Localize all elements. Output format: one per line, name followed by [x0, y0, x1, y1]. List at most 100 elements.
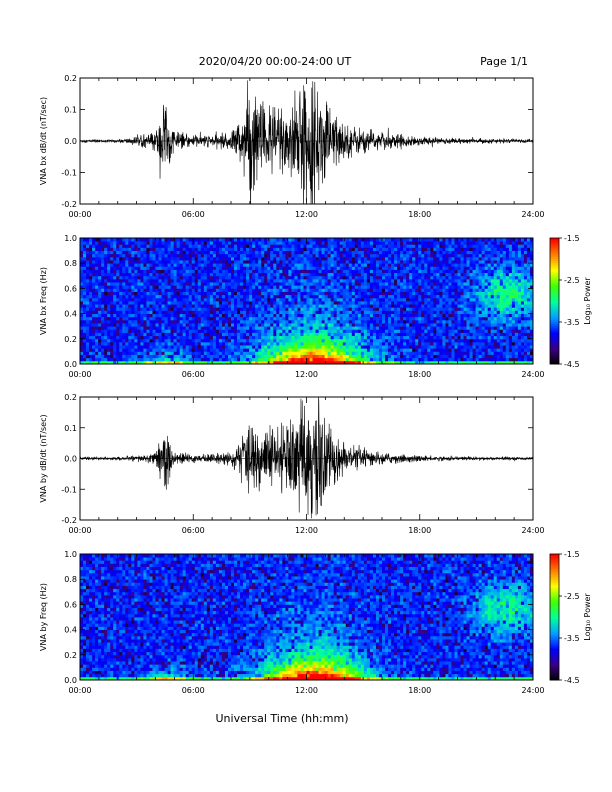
spectrogram-cell	[215, 238, 220, 242]
spectrogram-cell	[221, 241, 226, 245]
spectrogram-cell	[427, 266, 431, 270]
spectrogram-cell	[291, 272, 295, 277]
spectrogram-cell	[360, 310, 365, 314]
spectrogram-cell	[415, 269, 419, 274]
spectrogram-cell	[227, 278, 232, 283]
spectrogram-cell	[415, 294, 419, 299]
spectrogram-cell	[448, 282, 452, 286]
spectrogram-cell	[345, 357, 350, 362]
spectrogram-cell	[439, 319, 443, 324]
spectrogram-cell	[86, 304, 90, 308]
spectrogram-cell	[267, 345, 271, 349]
spectrogram-cell	[324, 266, 329, 270]
spectrogram-cell	[300, 297, 304, 302]
spectrogram-cell	[173, 238, 178, 242]
spectrogram-cell	[206, 335, 211, 340]
spectrogram-cell	[357, 291, 362, 296]
spectrogram-cell	[403, 241, 407, 245]
spectrogram-cell	[176, 247, 181, 251]
spectrogram-cell	[297, 253, 301, 258]
spectrogram-cell	[427, 307, 431, 311]
spectrogram-cell	[227, 238, 232, 242]
spectrogram-cell	[297, 285, 301, 289]
spectrogram-cell	[200, 275, 205, 280]
spectrogram-cell	[345, 301, 350, 305]
spectrogram-cell	[394, 288, 398, 292]
spectrogram-cell	[176, 294, 181, 299]
spectrogram-cell	[300, 323, 304, 327]
spectrogram-cell	[394, 354, 398, 359]
spectrogram-cell	[427, 341, 431, 346]
spectrogram-cell	[439, 326, 443, 330]
spectrogram-cell	[433, 288, 437, 292]
spectrogram-cell	[209, 313, 214, 318]
spectrogram-cell	[212, 297, 217, 302]
spectrogram-cell	[155, 319, 159, 324]
spectrogram-cell	[360, 351, 365, 355]
spectrogram-cell	[140, 291, 144, 296]
spectrogram-cell	[209, 263, 214, 267]
spectrogram-cell	[366, 335, 371, 340]
spectrogram-cell	[224, 260, 229, 264]
spectrogram-cell	[333, 244, 338, 248]
spectrogram-cell	[403, 291, 407, 296]
spectrogram-cell	[285, 272, 289, 277]
spectrogram-cell	[424, 310, 428, 314]
spectrogram-cell	[224, 348, 229, 352]
spectrogram-cell	[327, 291, 332, 296]
spectrogram-cell	[212, 256, 217, 261]
spectrogram-cell	[363, 301, 368, 305]
spectrogram-cell	[363, 310, 368, 314]
spectrogram-cell	[279, 291, 283, 296]
spectrogram-cell	[312, 241, 316, 245]
spectrogram-cell	[143, 307, 147, 311]
spectrogram-cell	[336, 357, 341, 362]
spectrogram-cell	[155, 351, 159, 355]
spectrogram-cell	[185, 247, 190, 251]
spectrogram-cell	[363, 250, 368, 255]
spectrogram-cell	[206, 250, 211, 255]
spectrogram-cell	[128, 332, 132, 337]
spectrogram-cell	[354, 360, 359, 365]
spectrogram-cell	[357, 282, 362, 286]
spectrogram-cell	[439, 351, 443, 355]
spectrogram-cell	[312, 326, 316, 330]
spectrogram-cell	[375, 332, 380, 337]
spectrogram-cell	[430, 260, 434, 264]
spectrogram-cell	[318, 345, 322, 349]
spectrogram-cell	[372, 297, 377, 302]
spectrogram-cell	[164, 278, 168, 283]
spectrogram-cell	[80, 351, 84, 355]
spectrogram-cell	[418, 260, 422, 264]
spectrogram-cell	[98, 301, 102, 305]
spectrogram-cell	[406, 323, 410, 327]
spectrogram-cell	[164, 351, 168, 355]
spectrogram-cell	[309, 297, 313, 302]
spectrogram-cell	[206, 348, 211, 352]
spectrogram-cell	[324, 354, 329, 359]
spectrogram-cell	[188, 260, 193, 264]
spectrogram-cell	[394, 241, 398, 245]
spectrogram-cell	[134, 278, 138, 283]
spectrogram-cell	[128, 297, 132, 302]
spectrogram-cell	[372, 272, 377, 277]
spectrogram-cell	[273, 247, 277, 251]
spectrogram-cell	[125, 244, 129, 248]
spectrogram-cell	[336, 247, 341, 251]
spectrogram-cell	[285, 310, 289, 314]
spectrogram-cell	[194, 263, 199, 267]
spectrogram-cell	[345, 238, 350, 242]
spectrogram-cell	[300, 345, 304, 349]
spectrogram-cell	[212, 247, 217, 251]
spectrogram-cell	[288, 278, 292, 283]
spectrogram-cell	[161, 351, 165, 355]
spectrogram-cell	[427, 244, 431, 248]
spectrogram-cell	[279, 260, 283, 264]
spectrogram-cell	[104, 238, 108, 242]
spectrogram-cell	[113, 307, 117, 311]
spectrogram-cell	[357, 301, 362, 305]
spectrogram-cell	[378, 313, 383, 318]
spectrogram-cell	[264, 313, 268, 318]
spectrogram-cell	[188, 304, 193, 308]
spectrogram-cell	[255, 332, 259, 337]
